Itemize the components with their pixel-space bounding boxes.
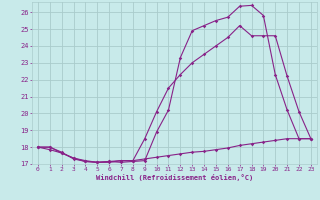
X-axis label: Windchill (Refroidissement éolien,°C): Windchill (Refroidissement éolien,°C) — [96, 174, 253, 181]
